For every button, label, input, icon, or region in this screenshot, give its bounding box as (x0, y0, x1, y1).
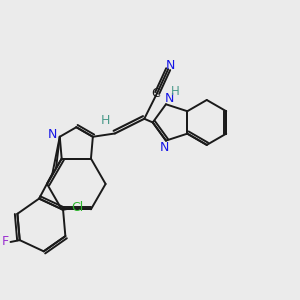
Text: N: N (159, 142, 169, 154)
Text: N: N (165, 59, 175, 72)
Text: C: C (151, 86, 160, 100)
Text: Cl: Cl (71, 201, 83, 214)
Text: N: N (48, 128, 57, 141)
Text: F: F (2, 236, 9, 248)
Text: H: H (101, 114, 110, 127)
Text: H: H (171, 85, 179, 98)
Text: N: N (165, 92, 174, 105)
